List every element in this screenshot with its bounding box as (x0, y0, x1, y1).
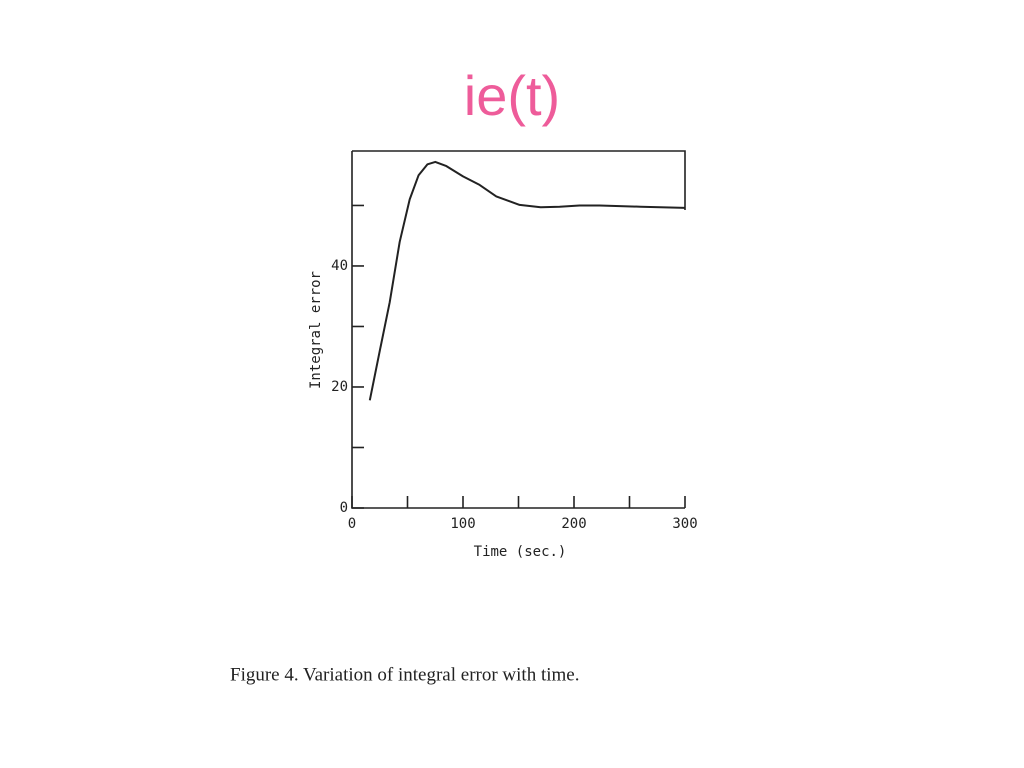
x-tick-label: 0 (348, 516, 356, 532)
y-tick-label: 0 (340, 500, 348, 516)
caption: Figure 4. Variation of integral error wi… (230, 664, 579, 685)
x-tick-label: 200 (561, 516, 586, 532)
x-tick-label: 100 (450, 516, 475, 532)
y-tick-label: 40 (331, 258, 348, 274)
x-tick-label: 300 (672, 516, 697, 532)
data-line (368, 160, 686, 401)
x-axis-label: Time (sec.) (474, 544, 567, 560)
y-axis-label: Integral error (308, 271, 324, 389)
slide-title: ie(t) (464, 64, 560, 127)
y-tick-label: 20 (331, 379, 348, 395)
